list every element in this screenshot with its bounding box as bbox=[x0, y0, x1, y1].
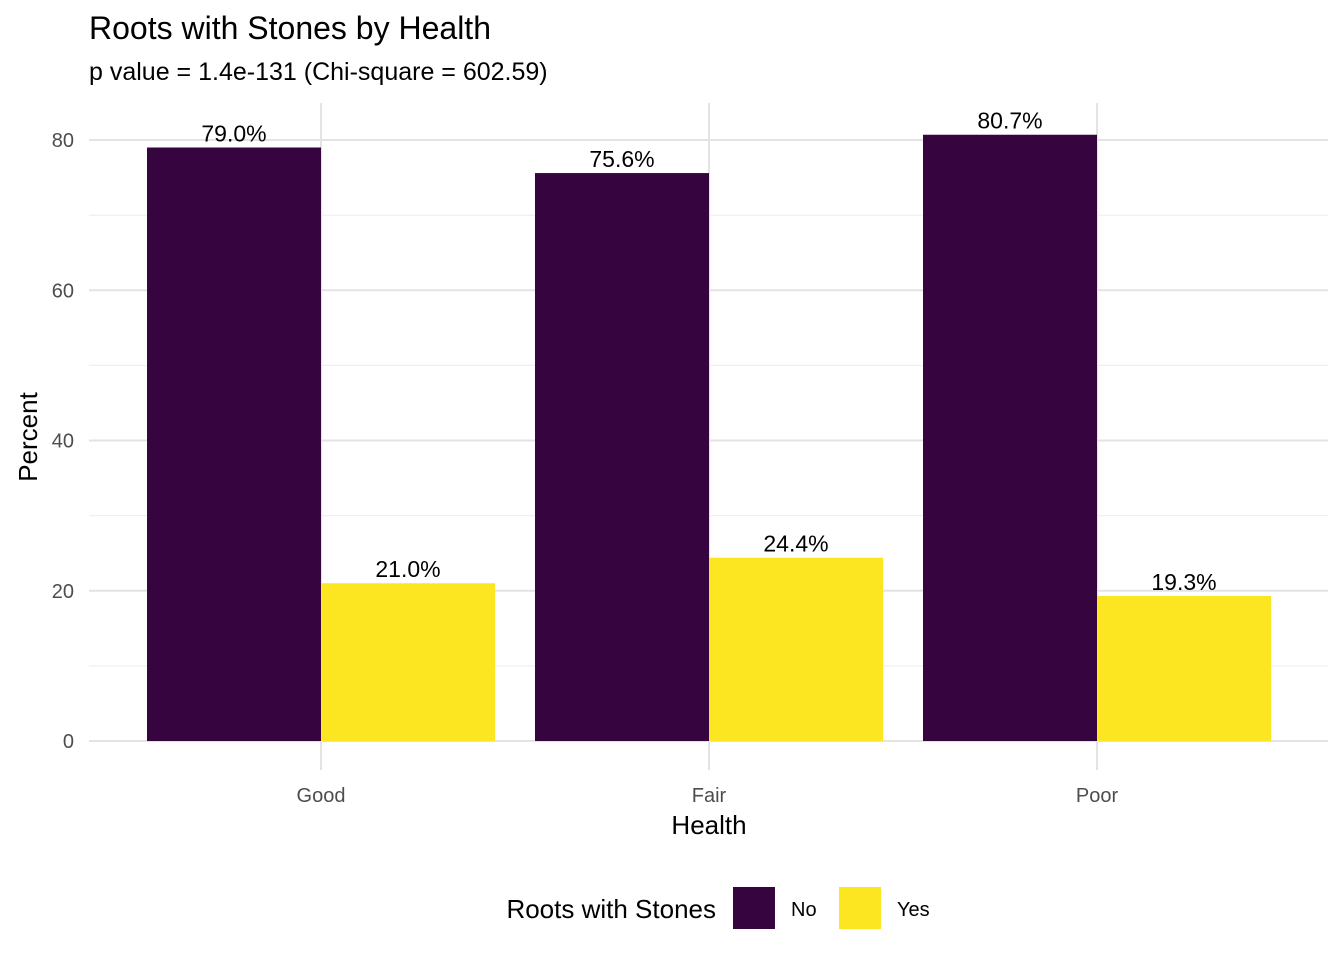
x-axis-ticks: Good Fair Poor bbox=[297, 785, 1119, 807]
bar-label-no-fair: 75.6% bbox=[589, 146, 654, 172]
y-tick-label: 20 bbox=[52, 581, 74, 603]
chart-subtitle: p value = 1.4e-131 (Chi-square = 602.59) bbox=[89, 58, 548, 86]
legend-key-yes bbox=[839, 887, 881, 929]
legend-key-no bbox=[733, 887, 775, 929]
legend-label-no: No bbox=[791, 899, 817, 921]
x-tick-label: Poor bbox=[1076, 785, 1119, 807]
bar-no-fair bbox=[535, 173, 709, 741]
bar-label-no-poor: 80.7% bbox=[977, 108, 1042, 134]
x-axis-title: Health bbox=[671, 810, 746, 840]
bars bbox=[147, 134, 1271, 741]
y-axis-ticks: 0 20 40 60 80 bbox=[52, 130, 74, 753]
bar-label-yes-fair: 24.4% bbox=[763, 531, 828, 557]
y-axis-title: Percent bbox=[13, 391, 43, 481]
legend-items: No Yes bbox=[733, 887, 930, 929]
bar-no-good bbox=[147, 147, 321, 741]
bar-yes-fair bbox=[709, 557, 883, 741]
chart-title: Roots with Stones by Health bbox=[89, 10, 491, 46]
bar-labels: 79.0% 21.0% 75.6% 24.4% 80.7% 19.3% bbox=[201, 108, 1216, 595]
x-tick-label: Good bbox=[297, 785, 346, 807]
bar-label-yes-good: 21.0% bbox=[375, 556, 440, 582]
bar-yes-good bbox=[321, 583, 495, 741]
legend-title: Roots with Stones bbox=[506, 894, 716, 924]
bar-label-yes-poor: 19.3% bbox=[1151, 569, 1216, 595]
x-tick-label: Fair bbox=[692, 785, 727, 807]
bar-no-poor bbox=[923, 134, 1097, 741]
y-tick-label: 80 bbox=[52, 130, 74, 152]
bar-label-no-good: 79.0% bbox=[201, 121, 266, 147]
y-tick-label: 60 bbox=[52, 280, 74, 302]
legend-label-yes: Yes bbox=[897, 899, 930, 921]
y-tick-label: 40 bbox=[52, 431, 74, 453]
legend: Roots with Stones No Yes bbox=[506, 887, 930, 929]
bar-yes-poor bbox=[1097, 596, 1271, 741]
y-tick-label: 0 bbox=[63, 731, 74, 753]
